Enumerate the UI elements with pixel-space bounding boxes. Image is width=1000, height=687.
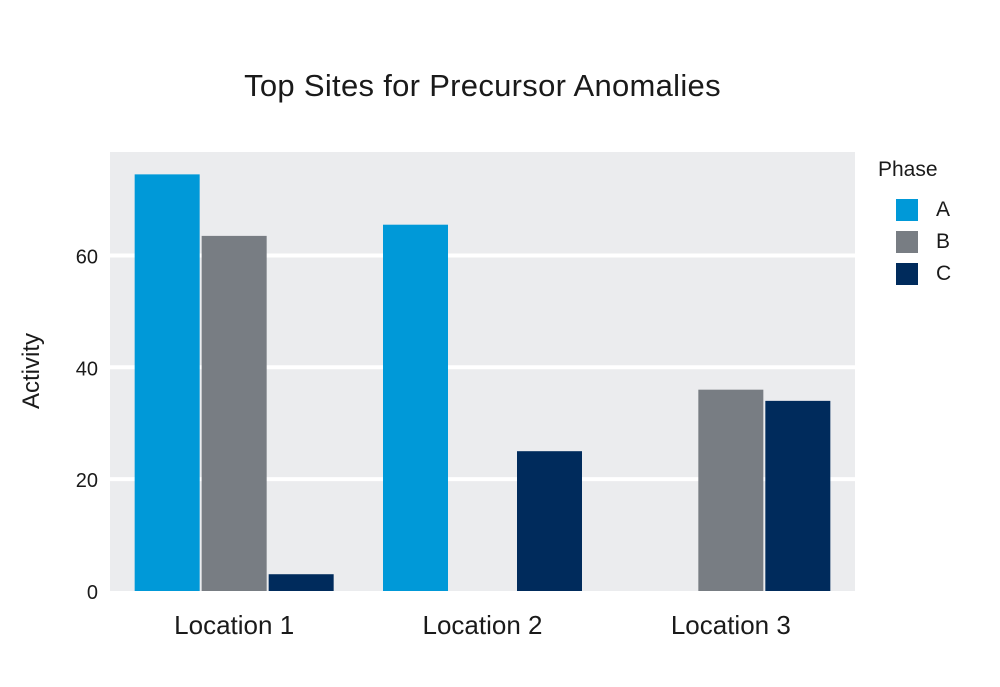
legend-swatch-a bbox=[896, 199, 918, 221]
y-tick-label: 40 bbox=[76, 358, 98, 380]
legend-label-b: B bbox=[936, 230, 951, 253]
legend: Phase A B C bbox=[878, 158, 951, 290]
y-tick-label: 0 bbox=[87, 582, 98, 604]
legend-swatch-b bbox=[896, 231, 918, 253]
bar-c-1 bbox=[268, 574, 334, 591]
legend-swatch-c bbox=[896, 263, 918, 285]
legend-label-c: C bbox=[936, 262, 952, 285]
bar-a-1 bbox=[134, 174, 200, 591]
x-tick-label: Location 1 bbox=[174, 610, 294, 640]
x-tick-label: Location 2 bbox=[423, 610, 543, 640]
legend-title: Phase bbox=[878, 158, 938, 181]
y-tick-label: 60 bbox=[76, 246, 98, 268]
legend-label-a: A bbox=[936, 198, 951, 221]
bar-a-2 bbox=[383, 224, 448, 592]
legend-item-c: C bbox=[878, 258, 951, 290]
chart-title: Top Sites for Precursor Anomalies bbox=[244, 68, 721, 103]
bar-b-1 bbox=[201, 235, 267, 591]
bar-b-3 bbox=[698, 389, 764, 591]
x-tick-label: Location 3 bbox=[671, 610, 791, 640]
y-tick-label: 20 bbox=[76, 470, 98, 492]
legend-item-a: A bbox=[878, 194, 951, 226]
bar-c-3 bbox=[765, 400, 831, 591]
bar-c-2 bbox=[517, 451, 582, 591]
legend-item-b: B bbox=[878, 226, 951, 258]
